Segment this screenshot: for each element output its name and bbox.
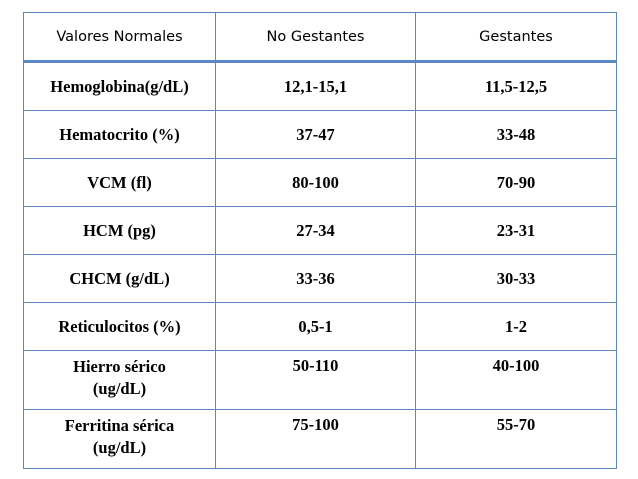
table-row: Reticulocitos (%) 0,5-1 1-2 [23, 302, 617, 351]
parameter-cell: Ferritina sérica (ug/dL) [23, 409, 216, 469]
gestantes-cell: 33-48 [415, 110, 617, 159]
parameter-cell: HCM (pg) [23, 206, 216, 255]
parameter-cell: CHCM (g/dL) [23, 254, 216, 303]
no-gestantes-cell: 75-100 [215, 409, 416, 469]
parameter-cell: VCM (fl) [23, 158, 216, 207]
parameter-line-2: (ug/dL) [92, 438, 147, 457]
parameter-line-2: (ug/dL) [92, 379, 147, 398]
table-row: Hematocrito (%) 37-47 33-48 [23, 110, 617, 159]
header-gestantes: Gestantes [415, 12, 617, 63]
table-row: HCM (pg) 27-34 23-31 [23, 206, 617, 255]
gestantes-cell: 55-70 [415, 409, 617, 469]
no-gestantes-cell: 80-100 [215, 158, 416, 207]
parameter-cell: Hemoglobina(g/dL) [23, 61, 216, 111]
table-body: Hemoglobina(g/dL) 12,1-15,1 11,5-12,5 He… [23, 61, 617, 469]
no-gestantes-cell: 12,1-15,1 [215, 61, 416, 111]
gestantes-cell: 11,5-12,5 [415, 61, 617, 111]
gestantes-cell: 30-33 [415, 254, 617, 303]
table-header: Valores Normales No Gestantes Gestantes [23, 12, 617, 63]
header-row: Valores Normales No Gestantes Gestantes [23, 12, 617, 63]
parameter-line-1: Hierro sérico [73, 357, 166, 376]
gestantes-cell: 1-2 [415, 302, 617, 351]
table-row: Ferritina sérica (ug/dL) 75-100 55-70 [23, 409, 617, 469]
table-row: Hierro sérico (ug/dL) 50-110 40-100 [23, 350, 617, 410]
table-row: CHCM (g/dL) 33-36 30-33 [23, 254, 617, 303]
parameter-cell: Reticulocitos (%) [23, 302, 216, 351]
gestantes-cell: 40-100 [415, 350, 617, 410]
no-gestantes-cell: 27-34 [215, 206, 416, 255]
table-row: VCM (fl) 80-100 70-90 [23, 158, 617, 207]
no-gestantes-cell: 37-47 [215, 110, 416, 159]
parameter-cell: Hierro sérico (ug/dL) [23, 350, 216, 410]
no-gestantes-cell: 0,5-1 [215, 302, 416, 351]
parameter-cell: Hematocrito (%) [23, 110, 216, 159]
gestantes-cell: 70-90 [415, 158, 617, 207]
no-gestantes-cell: 33-36 [215, 254, 416, 303]
reference-values-table: Valores Normales No Gestantes Gestantes … [23, 12, 617, 469]
parameter-line-1: Ferritina sérica [64, 416, 175, 435]
header-no-gestantes: No Gestantes [215, 12, 416, 63]
gestantes-cell: 23-31 [415, 206, 617, 255]
no-gestantes-cell: 50-110 [215, 350, 416, 410]
table-row: Hemoglobina(g/dL) 12,1-15,1 11,5-12,5 [23, 61, 617, 111]
header-valores-normales: Valores Normales [23, 12, 216, 63]
